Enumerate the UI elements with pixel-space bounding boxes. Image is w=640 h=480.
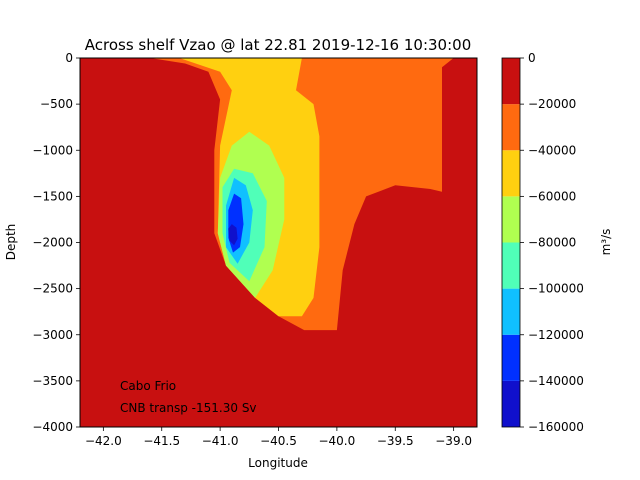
colorbar-segment-3 [502, 242, 520, 289]
colorbar-tick-label: −160000 [528, 420, 584, 434]
x-tick-label: −42.0 [85, 434, 122, 448]
x-axis-label: Longitude [248, 456, 308, 470]
colorbar-tick-label: −80000 [528, 236, 576, 250]
colorbar-tick-label: −20000 [528, 97, 576, 111]
x-tick-label: −39.5 [377, 434, 414, 448]
y-tick-label: −3500 [32, 374, 73, 388]
colorbar-segment-5 [502, 150, 520, 197]
colorbar-tick-label: −40000 [528, 143, 576, 157]
x-tick-label: −41.0 [202, 434, 239, 448]
annotation-transport: CNB transp -151.30 Sv [120, 401, 257, 415]
x-axis: −42.0 −41.5 −41.0 −40.5 −40.0 −39.5 −39.0 [85, 427, 472, 448]
y-tick-label: −1000 [32, 143, 73, 157]
colorbar-segment-0 [502, 380, 520, 427]
colorbar-segment-6 [502, 104, 520, 151]
x-tick-label: −41.5 [143, 434, 180, 448]
y-tick-label: −2000 [32, 236, 73, 250]
colorbar [502, 58, 520, 427]
y-tick-label: −4000 [32, 420, 73, 434]
y-tick-label: 0 [65, 51, 73, 65]
colorbar-tick-label: −60000 [528, 189, 576, 203]
y-tick-label: −500 [40, 97, 73, 111]
x-tick-label: −39.0 [435, 434, 472, 448]
colorbar-tick-label: 0 [528, 51, 536, 65]
y-tick-label: −3000 [32, 328, 73, 342]
colorbar-segment-2 [502, 288, 520, 335]
contour-regions [150, 58, 454, 331]
y-tick-label: −1500 [32, 189, 73, 203]
chart-title: Across shelf Vzao @ lat 22.81 2019-12-16… [85, 36, 472, 54]
x-tick-label: −40.5 [260, 434, 297, 448]
colorbar-segment-4 [502, 196, 520, 243]
contour-region-6 [228, 224, 238, 246]
y-tick-label: −2500 [32, 282, 73, 296]
colorbar-tick-label: −140000 [528, 374, 584, 388]
colorbar-segment-1 [502, 334, 520, 381]
colorbar-ticks: −160000 −140000 −120000 −100000 −80000 −60000… [520, 51, 584, 434]
x-tick-label: −40.0 [318, 434, 355, 448]
annotation-location: Cabo Frio [120, 379, 176, 393]
colorbar-tick-label: −120000 [528, 328, 584, 342]
plot-area [80, 58, 477, 427]
colorbar-label: m³/s [599, 229, 613, 256]
y-axis-label: Depth [4, 224, 18, 261]
y-axis: 0 −500 −1000 −1500 −2000 −2500 −3000 −3500 −4000 [32, 51, 80, 434]
colorbar-tick-label: −100000 [528, 282, 584, 296]
colorbar-segment-7 [502, 58, 520, 105]
